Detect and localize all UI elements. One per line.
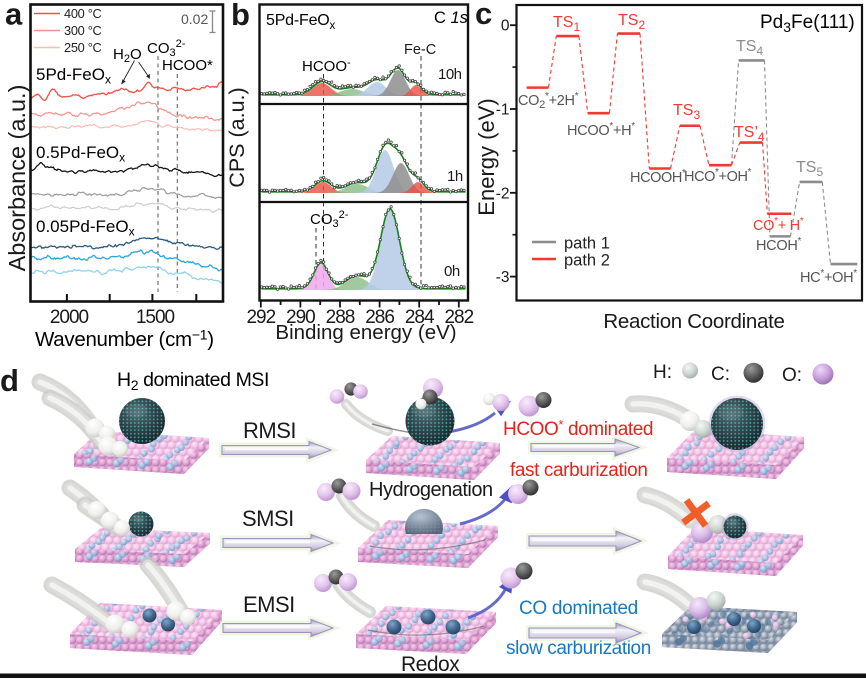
svg-text:-3: -3 <box>496 269 510 286</box>
svg-text:slow carburization: slow carburization <box>506 638 651 659</box>
svg-text:Wavenumber (cm−1): Wavenumber (cm−1) <box>35 327 214 352</box>
svg-text:HCOH*: HCOH* <box>756 236 802 254</box>
svg-text:H2 dominated MSI: H2 dominated MSI <box>117 369 269 393</box>
svg-text:RMSI: RMSI <box>243 418 296 443</box>
svg-text:CO dominated: CO dominated <box>519 598 638 619</box>
svg-text:HCOOH*: HCOOH* <box>630 168 686 186</box>
svg-text:Redox: Redox <box>401 653 460 676</box>
svg-text:0.02: 0.02 <box>181 11 208 27</box>
svg-text:284: 284 <box>405 307 435 328</box>
svg-text:1h: 1h <box>447 168 463 185</box>
svg-text:400 °C: 400 °C <box>64 6 102 21</box>
svg-text:1500: 1500 <box>136 307 175 328</box>
svg-text:0.05Pd-FeOx: 0.05Pd-FeOx <box>36 217 135 239</box>
svg-text:2000: 2000 <box>50 307 89 328</box>
svg-text:5Pd-FeOx: 5Pd-FeOx <box>36 65 111 87</box>
svg-text:-1: -1 <box>496 102 510 119</box>
svg-text:Absorbance (a.u.): Absorbance (a.u.) <box>4 85 30 272</box>
svg-text:0h: 0h <box>444 263 460 280</box>
svg-text:290: 290 <box>286 307 315 328</box>
svg-text:b: b <box>231 0 250 32</box>
svg-text:0: 0 <box>501 18 510 35</box>
svg-text:d: d <box>0 363 19 398</box>
svg-text:c: c <box>475 0 492 31</box>
svg-text:O:: O: <box>782 365 802 386</box>
svg-text:SMSI: SMSI <box>242 506 294 531</box>
svg-text:HCOO* dominated: HCOO* dominated <box>503 417 653 440</box>
svg-text:0.5Pd-FeOx: 0.5Pd-FeOx <box>36 143 125 165</box>
svg-text:HCOO-: HCOO- <box>302 57 351 75</box>
svg-text:EMSI: EMSI <box>243 592 295 617</box>
svg-text:250 °C: 250 °C <box>64 40 102 55</box>
svg-text:Energy (eV): Energy (eV) <box>474 98 499 215</box>
svg-text:Pd3Fe(111): Pd3Fe(111) <box>760 12 855 35</box>
svg-text:HCOO*+H*: HCOO*+H* <box>567 121 635 139</box>
svg-text:C 1s: C 1s <box>434 9 468 27</box>
svg-text:TS’4: TS’4 <box>734 124 765 144</box>
svg-text:10h: 10h <box>438 66 462 83</box>
svg-text:fast carburization: fast carburization <box>510 460 647 481</box>
svg-text:HC*+OH*: HC*+OH* <box>800 268 857 286</box>
svg-text:Hydrogenation: Hydrogenation <box>369 479 493 501</box>
svg-text:path 2: path 2 <box>564 252 610 270</box>
svg-text:300 °C: 300 °C <box>64 23 102 38</box>
svg-text:292: 292 <box>246 307 275 328</box>
svg-text:path 1: path 1 <box>564 235 610 253</box>
svg-text:HCO*+OH*: HCO*+OH* <box>684 167 752 185</box>
svg-text:CPS (a.u.): CPS (a.u.) <box>225 87 249 187</box>
svg-text:Binding energy (eV): Binding energy (eV) <box>275 321 456 344</box>
svg-text:Reaction Coordinate: Reaction Coordinate <box>603 310 784 333</box>
svg-text:H2O: H2O <box>113 46 142 65</box>
svg-text:C:: C: <box>711 364 730 385</box>
svg-text:HCOO*: HCOO* <box>162 57 213 74</box>
svg-text:H:: H: <box>653 362 672 383</box>
svg-text:-2: -2 <box>496 185 510 202</box>
svg-text:CO*+ H*: CO*+ H* <box>753 216 804 234</box>
svg-text:5Pd-FeOx: 5Pd-FeOx <box>266 12 336 32</box>
svg-text:Fe-C: Fe-C <box>404 42 436 58</box>
svg-text:a: a <box>5 0 23 32</box>
svg-text:288: 288 <box>326 307 355 328</box>
svg-text:CO2*+2H*: CO2*+2H* <box>518 91 579 111</box>
svg-text:286: 286 <box>365 307 394 328</box>
svg-text:282: 282 <box>444 307 473 328</box>
